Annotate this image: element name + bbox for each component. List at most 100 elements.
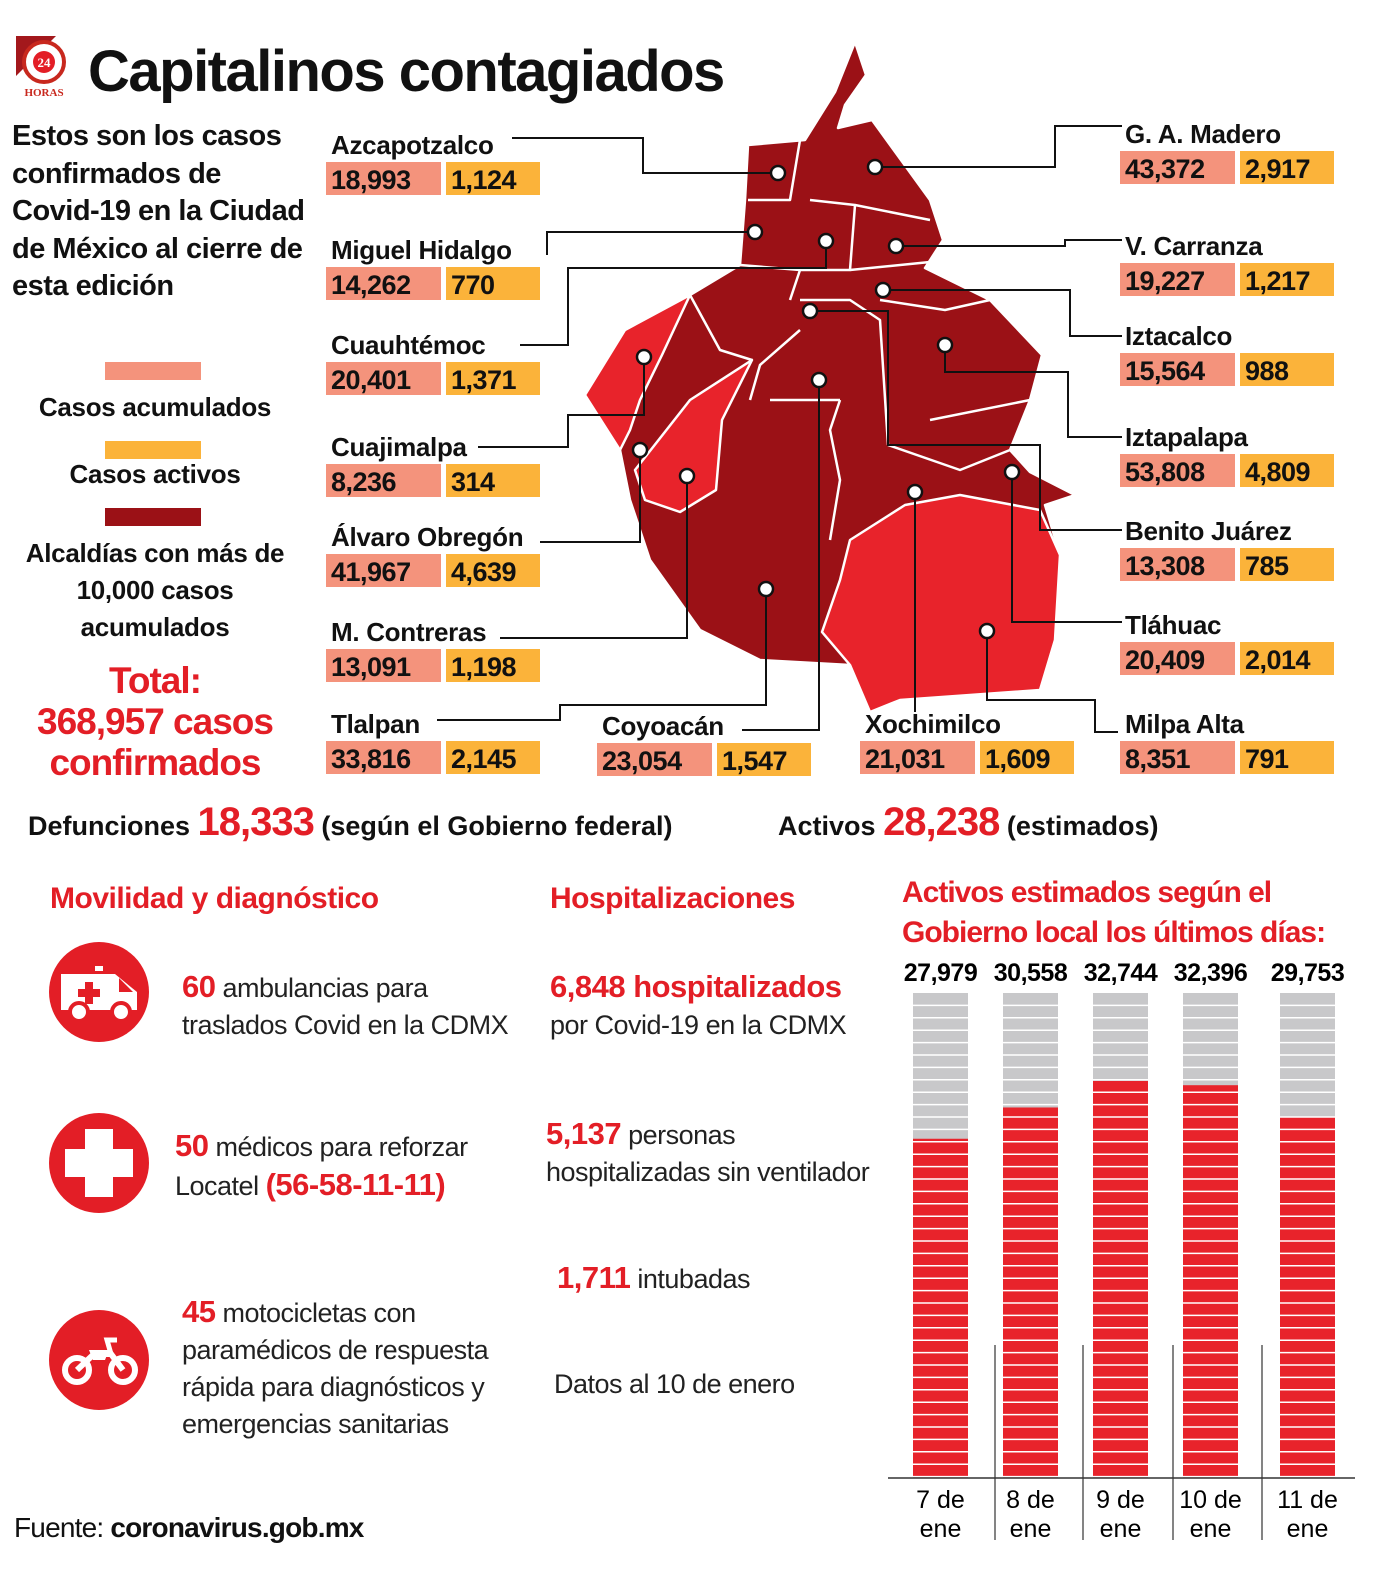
active-cases: 770 bbox=[446, 267, 540, 300]
motorcycles-text: 45 motocicletas con paramédicos de respu… bbox=[182, 1293, 489, 1443]
x-tick-label: 10 de bbox=[1179, 1486, 1242, 1514]
alcaldia-name: Benito Juárez bbox=[1125, 516, 1292, 546]
motorcycles-line4: emergencias sanitarias bbox=[182, 1409, 449, 1439]
active-cases: 314 bbox=[446, 464, 540, 497]
accumulated-cases: 18,993 bbox=[326, 162, 441, 195]
deaths-value: 18,333 bbox=[197, 800, 315, 844]
total-confirmed: Total: 368,957 casos confirmados bbox=[10, 660, 300, 783]
alcaldia-name: Cuauhtémoc bbox=[331, 330, 486, 360]
chart-title-line2: Gobierno local los últimos días: bbox=[902, 916, 1326, 949]
alcaldia-name: Coyoacán bbox=[602, 711, 724, 741]
leader-lines bbox=[437, 125, 1122, 733]
24-horas-logo: 24 HORAS bbox=[16, 36, 66, 99]
legend-active: Casos activos bbox=[69, 459, 241, 489]
x-tick-label: 8 de bbox=[1006, 1486, 1055, 1514]
bar bbox=[913, 1138, 968, 1478]
map-region-cuajimalpa bbox=[583, 293, 692, 452]
source-label: Fuente: bbox=[14, 1512, 104, 1543]
accumulated-cases: 8,351 bbox=[1120, 741, 1235, 774]
chart-title: Activos estimados según el Gobierno loca… bbox=[902, 873, 1326, 953]
intro-text: Estos son los casos confirmados de Covid… bbox=[12, 120, 305, 302]
active-cases: 4,639 bbox=[446, 554, 540, 587]
total-label: Total: bbox=[109, 660, 202, 701]
intubated-desc: intubadas bbox=[637, 1264, 750, 1294]
alcaldia-name: M. Contreras bbox=[331, 617, 487, 647]
active-cases: 791 bbox=[1240, 741, 1334, 774]
motorcycle-icon bbox=[49, 1310, 149, 1410]
no-ventilator-desc1: personas bbox=[628, 1120, 736, 1150]
bar bbox=[1183, 1085, 1238, 1478]
bar-value-label: 29,753 bbox=[1271, 959, 1344, 987]
accumulated-cases: 8,236 bbox=[326, 464, 441, 497]
active-cases: 2,145 bbox=[446, 741, 540, 774]
accumulated-cases: 33,816 bbox=[326, 741, 441, 774]
map-region-xochimilco-milpa-alta bbox=[820, 493, 1062, 714]
ambulances-line2: traslados Covid en la CDMX bbox=[182, 1010, 509, 1040]
doctors-line1: médicos para reforzar bbox=[215, 1132, 469, 1162]
doctors-text: 50 médicos para reforzar Locatel (56-58-… bbox=[175, 1127, 468, 1205]
deaths-stat: Defunciones 18,333 (según el Gobierno fe… bbox=[28, 800, 672, 845]
bar bbox=[1003, 1107, 1058, 1478]
alcaldia-name: V. Carranza bbox=[1125, 231, 1263, 261]
active-cases: 785 bbox=[1240, 548, 1334, 581]
alcaldia-name: Cuajimalpa bbox=[331, 432, 467, 462]
data-date-note: Datos al 10 de enero bbox=[554, 1369, 795, 1399]
active-cases: 2,014 bbox=[1240, 642, 1334, 675]
x-tick-label: ene bbox=[1100, 1515, 1142, 1543]
accumulated-cases: 23,054 bbox=[597, 743, 712, 776]
x-tick-label: 7 de bbox=[916, 1486, 965, 1514]
hosp-title: Hospitalizaciones bbox=[550, 882, 795, 915]
total-value: 368,957 casos bbox=[37, 701, 274, 742]
active-cases: 1,371 bbox=[446, 362, 540, 395]
alcaldia-name: Milpa Alta bbox=[1125, 709, 1244, 739]
legend-dark: Alcaldías con más de 10,000 casos acumul… bbox=[25, 538, 285, 642]
ambulances-text: 60 ambulancias para traslados Covid en l… bbox=[182, 968, 509, 1044]
alcaldia-name: Álvaro Obregón bbox=[331, 522, 524, 552]
x-tick-label: ene bbox=[920, 1515, 962, 1543]
svg-text:24: 24 bbox=[38, 55, 52, 70]
x-tick-label: 11 de bbox=[1277, 1486, 1338, 1514]
accumulated-cases: 43,372 bbox=[1120, 151, 1235, 184]
ambulances-line1: ambulancias para bbox=[222, 973, 429, 1003]
legend-swatch-accum bbox=[105, 362, 201, 380]
active-cases: 1,124 bbox=[446, 162, 540, 195]
accumulated-cases: 41,967 bbox=[326, 554, 441, 587]
bar bbox=[1280, 1117, 1335, 1478]
accumulated-cases: 53,808 bbox=[1120, 454, 1235, 487]
active-value: 28,238 bbox=[883, 800, 1000, 844]
accumulated-cases: 13,308 bbox=[1120, 548, 1235, 581]
active-label: Activos bbox=[778, 811, 876, 841]
chart-title-line1: Activos estimados según el bbox=[902, 876, 1272, 909]
locatel-phone: (56-58-11-11) bbox=[265, 1167, 446, 1202]
source-link: coronavirus.gob.mx bbox=[110, 1512, 364, 1543]
active-cases: 4,809 bbox=[1240, 454, 1334, 487]
hospitalized-count: 6,848 hospitalizados bbox=[550, 969, 842, 1004]
accumulated-cases: 21,031 bbox=[860, 741, 975, 774]
motorcycles-line1: motocicletas con bbox=[222, 1298, 417, 1328]
active-cases: 988 bbox=[1240, 353, 1334, 386]
hospitalized-text: 6,848 hospitalizados por Covid-19 en la … bbox=[550, 968, 847, 1044]
alcaldia-name: Tlalpan bbox=[331, 709, 420, 739]
page-title: Capitalinos contagiados bbox=[88, 39, 725, 104]
accumulated-cases: 19,227 bbox=[1120, 263, 1235, 296]
alcaldia-name: Miguel Hidalgo bbox=[331, 235, 512, 265]
map-regions bbox=[583, 40, 1077, 714]
active-stat: Activos 28,238 (estimados) bbox=[778, 800, 1158, 845]
bar-value-label: 27,979 bbox=[904, 959, 977, 987]
active-cases: 1,547 bbox=[717, 743, 811, 776]
bar bbox=[1093, 1080, 1148, 1478]
ambulances-count: 60 bbox=[182, 969, 216, 1004]
bar-value-label: 30,558 bbox=[994, 959, 1068, 987]
accumulated-cases: 20,409 bbox=[1120, 642, 1235, 675]
deaths-note: (según el Gobierno federal) bbox=[321, 811, 673, 841]
accumulated-cases: 14,262 bbox=[326, 267, 441, 300]
alcaldia-name: Iztacalco bbox=[1125, 321, 1233, 351]
source: Fuente: coronavirus.gob.mx bbox=[14, 1512, 364, 1544]
active-cases: 1,217 bbox=[1240, 263, 1334, 296]
